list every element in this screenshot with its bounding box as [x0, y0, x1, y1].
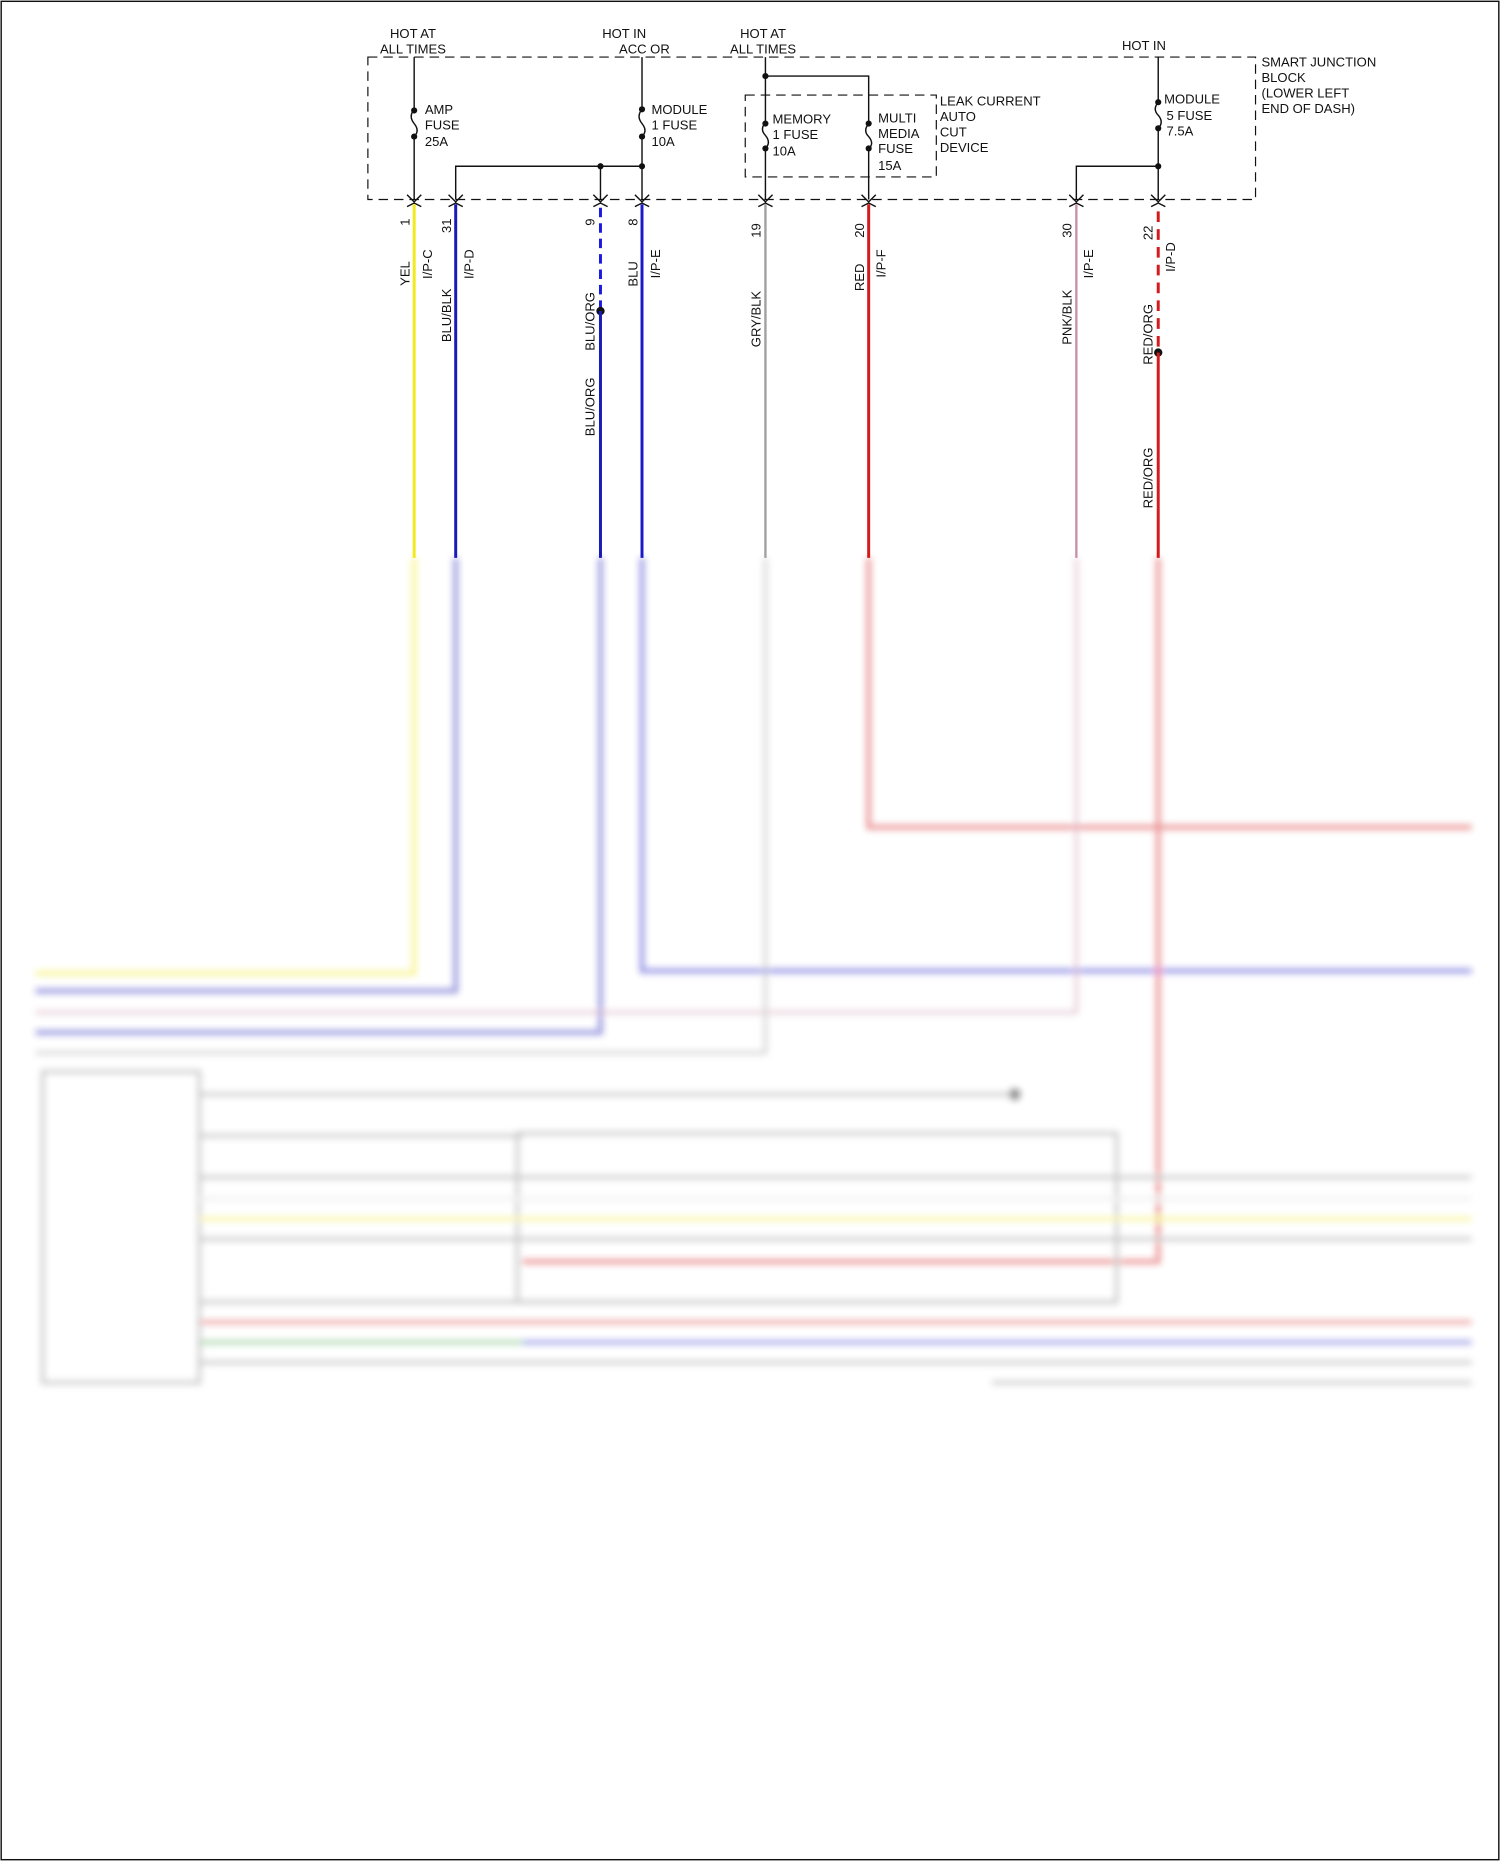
wire-color-code: BLU/BLK: [439, 288, 454, 342]
pin-number: 8: [625, 218, 640, 225]
fuse-label: 1 FUSE: [773, 127, 819, 142]
fuse-label: 25A: [425, 134, 449, 149]
leak-device-label: LEAK CURRENT: [940, 94, 1041, 109]
pin-number: 31: [439, 218, 454, 233]
connector-id: I/P-F: [873, 249, 888, 277]
wire-color-code: BLU/ORG: [583, 292, 598, 351]
fuse-label: FUSE: [425, 117, 460, 132]
pin-number: 22: [1140, 226, 1155, 241]
fuse-label: AMP: [425, 102, 454, 117]
wire-color-code: RED/ORG: [1140, 304, 1155, 365]
source-label: HOT AT: [390, 26, 436, 41]
wire-color-code: YEL: [397, 261, 412, 286]
connector-id: I/P-E: [648, 249, 663, 278]
connector-id: I/P-E: [1081, 249, 1096, 278]
source-label: HOT AT: [740, 26, 786, 41]
block-name-line: SMART JUNCTION: [1261, 55, 1376, 70]
fuse-label: MEDIA: [878, 126, 920, 141]
connector-id: I/P-C: [420, 249, 435, 279]
leak-device-label: DEVICE: [940, 140, 989, 155]
wires-top: [412, 204, 1163, 558]
wire-color-code: BLU: [625, 261, 640, 286]
fuse-label: 15A: [878, 158, 902, 173]
fuse-label: 7.5A: [1167, 123, 1194, 138]
source-label: ACC OR: [619, 42, 670, 57]
pin-number: 20: [852, 223, 867, 238]
wire-labels: 1 YEL I/P-C 31 BLU/BLK I/P-D 9 BLU/ORG B…: [397, 218, 1177, 508]
pin-number: 19: [749, 223, 764, 238]
block-name-line: BLOCK: [1261, 70, 1306, 85]
leak-current-device-outline: [744, 94, 937, 178]
wire-color-code: RED/ORG: [1140, 448, 1155, 509]
block-name-line: END OF DASH): [1261, 101, 1355, 116]
source-label: ALL TIMES: [730, 42, 796, 57]
fuse-label: 5 FUSE: [1167, 108, 1213, 123]
fuse-label: MULTI: [878, 110, 916, 125]
connector-id: I/P-D: [461, 249, 476, 279]
fuse-label: MEMORY: [773, 112, 832, 127]
internal-circuits: [406, 57, 1166, 208]
blurred-lower-diagram: [35, 557, 1472, 1385]
fuse-label: 1 FUSE: [652, 117, 698, 132]
source-label: ALL TIMES: [380, 42, 446, 57]
block-name-line: (LOWER LEFT: [1261, 85, 1349, 100]
leak-device-label: CUT: [940, 125, 967, 140]
block-name: SMART JUNCTION BLOCK (LOWER LEFT END OF …: [1261, 55, 1376, 116]
fuse-label: MODULE: [652, 102, 708, 117]
pin-number: 30: [1060, 223, 1075, 238]
wire-color-code: PNK/BLK: [1060, 289, 1075, 344]
fuse-label: FUSE: [878, 141, 913, 156]
fuse-label: 10A: [773, 144, 797, 159]
fuse-label: MODULE: [1164, 91, 1220, 106]
smart-junction-block-outline: [367, 56, 1257, 201]
wire-color-code: BLU/ORG: [583, 377, 598, 436]
pin-number: 1: [397, 218, 412, 225]
leak-device-label: AUTO: [940, 109, 976, 124]
fuse-label: 10A: [652, 134, 676, 149]
wire-color-code: GRY/BLK: [749, 291, 764, 348]
source-label: HOT IN: [602, 26, 646, 41]
wire-color-code: RED: [852, 264, 867, 292]
connector-id: I/P-D: [1163, 242, 1178, 272]
source-label: HOT IN: [1122, 38, 1166, 53]
pin-number: 9: [583, 218, 598, 225]
